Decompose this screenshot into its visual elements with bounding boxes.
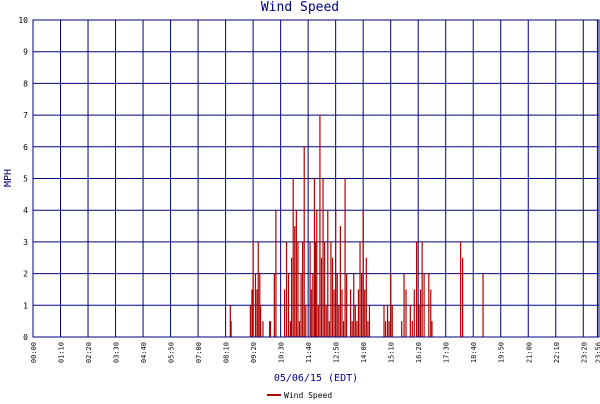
x-tick-label: 00:00 xyxy=(30,342,38,363)
y-axis-label: MPH xyxy=(3,169,14,187)
y-tick-label: 6 xyxy=(23,143,28,152)
y-tick-label: 2 xyxy=(23,270,28,279)
x-tick-label: 21:00 xyxy=(525,342,533,363)
y-tick-label: 7 xyxy=(23,111,28,120)
x-tick-label: 11:40 xyxy=(305,342,313,363)
y-tick-label: 4 xyxy=(23,206,28,215)
x-tick-label: 23:56 xyxy=(594,342,600,363)
x-tick-label: 16:20 xyxy=(415,342,423,363)
x-tick-label: 08:10 xyxy=(223,342,231,363)
chart-title: Wind Speed xyxy=(260,0,340,15)
y-tick-label: 0 xyxy=(23,333,28,342)
y-tick-label: 5 xyxy=(23,175,28,184)
x-tick-label: 12:50 xyxy=(333,342,341,363)
x-tick-label: 17:30 xyxy=(443,342,451,363)
x-tick-label: 10:30 xyxy=(278,342,286,363)
x-axis-label: 05/06/15 (EDT) xyxy=(274,373,358,384)
x-tick-label: 05:50 xyxy=(168,342,176,363)
x-tick-label: 07:00 xyxy=(195,342,203,363)
y-tick-label: 10 xyxy=(18,16,28,25)
x-tick-label: 02:20 xyxy=(85,342,93,363)
x-tick-label: 01:10 xyxy=(58,342,66,363)
x-tick-label: 23:20 xyxy=(580,342,588,363)
x-tick-label: 15:10 xyxy=(388,342,396,363)
x-tick-label: 14:00 xyxy=(360,342,368,363)
x-tick-label: 19:50 xyxy=(498,342,506,363)
y-tick-label: 1 xyxy=(23,301,28,310)
x-tick-label: 09:20 xyxy=(250,342,258,363)
x-tick-label: 22:10 xyxy=(553,342,561,363)
x-tick-label: 03:30 xyxy=(113,342,121,363)
legend-label: Wind Speed xyxy=(284,391,332,400)
y-tick-label: 8 xyxy=(23,79,28,88)
x-tick-label: 18:40 xyxy=(470,342,478,363)
y-tick-label: 9 xyxy=(23,48,28,57)
x-tick-label: 04:40 xyxy=(140,342,148,363)
y-tick-label: 3 xyxy=(23,238,28,247)
